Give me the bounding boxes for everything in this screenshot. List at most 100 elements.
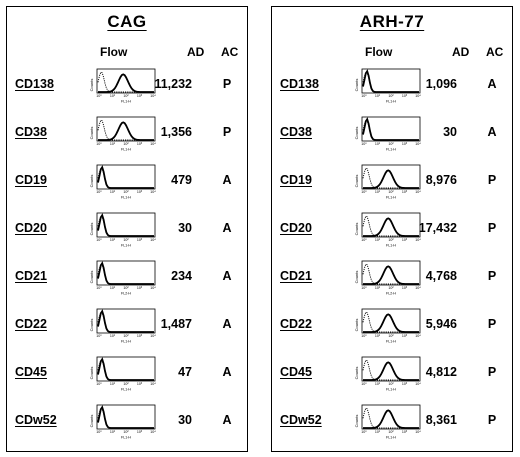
x-tick-label: 10² (123, 190, 129, 194)
marker-row: CD20 Counts 10⁰ 10¹ 10² 10³ 10⁴ FL1-H 17,432 P (272, 209, 512, 249)
x-tick-label: 10⁰ (361, 190, 367, 194)
ac-value: P (222, 125, 232, 139)
stain-curve (362, 69, 419, 93)
x-tick-label: 10³ (402, 286, 408, 290)
ad-value: 1,487 (160, 317, 192, 331)
x-tick-label: 10² (388, 286, 394, 290)
ac-value: A (222, 413, 232, 427)
marker-row: CD22 Counts 10⁰ 10¹ 10² 10³ 10⁴ FL1-H 5,946 P (272, 305, 512, 345)
marker-label: CD138 (15, 77, 54, 91)
x-tick-label: 10³ (137, 94, 143, 98)
marker-row: CD138 Counts 10⁰ 10¹ 10² 10³ 10⁴ FL1-H 11,232 P (7, 65, 247, 105)
y-axis-label: Counts (354, 175, 359, 188)
x-tick-label: 10⁰ (361, 238, 367, 242)
ac-value: P (487, 221, 497, 235)
x-axis-label: FL1-H (121, 148, 131, 152)
x-tick-label: 10³ (137, 142, 143, 146)
control-curve (362, 407, 419, 429)
control-curve (362, 167, 419, 189)
x-tick-label: 10⁴ (150, 94, 156, 98)
y-axis-label: Counts (354, 127, 359, 140)
y-axis-label: Counts (89, 319, 94, 332)
marker-label: CD22 (280, 317, 312, 331)
x-tick-label: 10² (388, 94, 394, 98)
x-tick-label: 10¹ (110, 382, 116, 386)
x-axis-label: FL2-H (121, 292, 131, 296)
x-axis-label: FL1-H (121, 196, 131, 200)
x-tick-label: 10² (388, 382, 394, 386)
marker-row: CDw52 Counts 10⁰ 10¹ 10² 10³ 10⁴ FL1-H 30 A (7, 401, 247, 441)
y-axis-label: Counts (89, 223, 94, 236)
marker-label: CD138 (280, 77, 319, 91)
header-ad: AD (187, 45, 205, 59)
ac-value: P (487, 317, 497, 331)
marker-row: CD19 Counts 10⁰ 10¹ 10² 10³ 10⁴ FL1-H 8,976 P (272, 161, 512, 201)
x-tick-label: 10³ (402, 190, 408, 194)
marker-row: CDw52 Counts 10⁰ 10¹ 10² 10³ 10⁴ FL1-H 8,361 P (272, 401, 512, 441)
y-axis-label: Counts (354, 415, 359, 428)
ad-value: 30 (443, 125, 457, 139)
x-tick-label: 10² (123, 430, 129, 434)
ad-value: 1,096 (425, 77, 457, 91)
x-tick-label: 10¹ (110, 334, 116, 338)
x-tick-label: 10¹ (110, 94, 116, 98)
stain-curve (97, 261, 154, 285)
x-tick-label: 10⁴ (415, 190, 421, 194)
x-tick-label: 10² (388, 190, 394, 194)
marker-row: CD138 Counts 10⁰ 10¹ 10² 10³ 10⁴ FL1-H 1,096 A (272, 65, 512, 105)
marker-row: CD45 Counts 10⁰ 10¹ 10² 10³ 10⁴ FL1-H 47 A (7, 353, 247, 393)
y-axis-label: Counts (89, 79, 94, 92)
control-curve (97, 119, 154, 141)
ad-value: 5,946 (425, 317, 457, 331)
x-tick-label: 10⁴ (415, 334, 421, 338)
ad-value: 234 (171, 269, 192, 283)
x-axis-label: FL1-H (121, 100, 131, 104)
x-tick-label: 10⁴ (150, 430, 156, 434)
y-axis-label: Counts (354, 271, 359, 284)
x-tick-label: 10¹ (375, 334, 381, 338)
header-flow: Flow (100, 45, 128, 59)
x-tick-label: 10¹ (375, 190, 381, 194)
control-curve (362, 311, 419, 333)
ac-value: A (222, 173, 232, 187)
x-tick-label: 10⁰ (96, 142, 102, 146)
y-axis-label: Counts (354, 319, 359, 332)
control-curve (97, 71, 154, 93)
x-tick-label: 10⁴ (150, 382, 156, 386)
x-tick-label: 10¹ (375, 238, 381, 242)
header-flow: Flow (365, 45, 393, 59)
stain-curve (363, 169, 419, 189)
x-tick-label: 10⁴ (150, 190, 156, 194)
stain-curve (97, 309, 154, 333)
marker-label: CD45 (15, 365, 47, 379)
x-tick-label: 10³ (137, 334, 143, 338)
control-curve (362, 215, 419, 237)
x-axis-label: FL1-H (121, 436, 131, 440)
x-tick-label: 10² (123, 382, 129, 386)
marker-row: CD21 Counts 10⁰ 10¹ 10² 10³ 10⁴ FL2-H 234 A (7, 257, 247, 297)
stain-curve (98, 73, 154, 93)
ad-value: 479 (171, 173, 192, 187)
panel-cag: CAG Flow AD AC CD138 Counts 10⁰ 10¹ 10² 10³ 10… (6, 6, 248, 452)
x-tick-label: 10⁰ (96, 286, 102, 290)
panel-title: CAG (107, 12, 147, 31)
y-axis-label: Counts (89, 127, 94, 140)
x-tick-label: 10¹ (110, 142, 116, 146)
x-axis-label: FL1-H (386, 148, 396, 152)
x-tick-label: 10¹ (375, 142, 381, 146)
x-tick-label: 10³ (402, 334, 408, 338)
x-tick-label: 10⁰ (361, 334, 367, 338)
ad-value: 17,432 (418, 221, 457, 235)
x-axis-label: FL1-H (121, 388, 131, 392)
